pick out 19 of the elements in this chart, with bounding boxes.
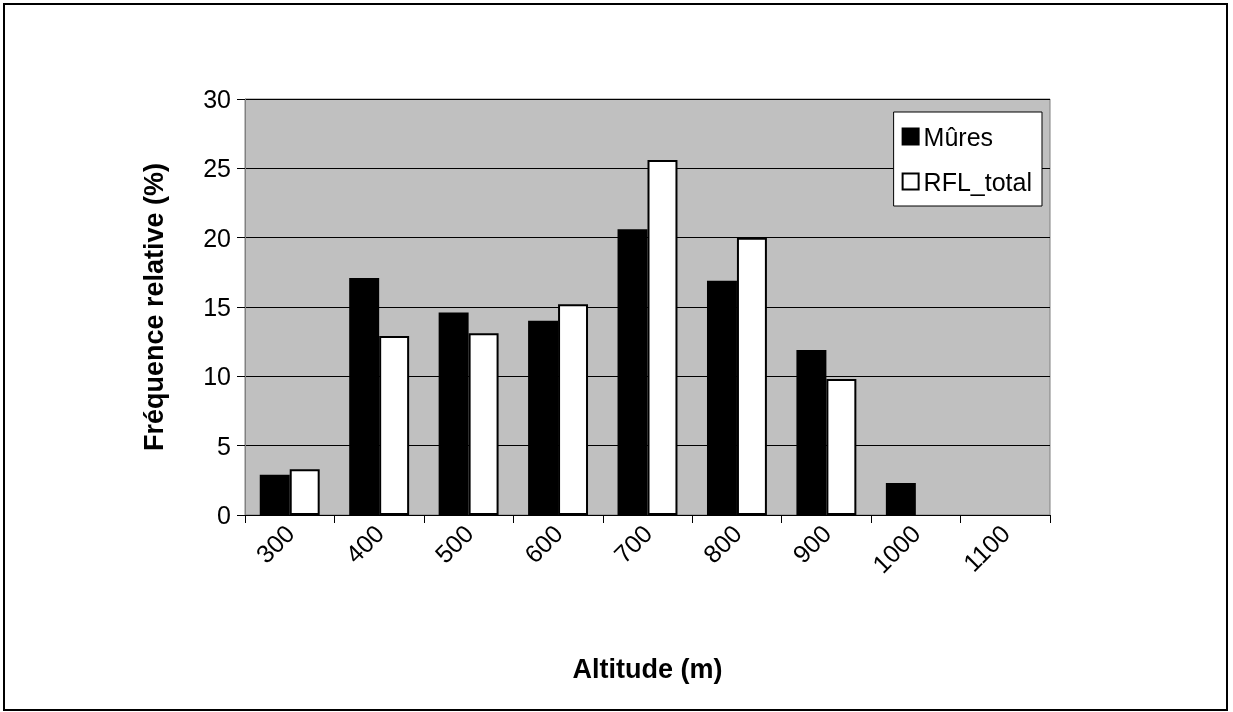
y-tick-label: 5 [217, 431, 231, 460]
x-axis-title: Altitude (m) [572, 653, 723, 684]
y-tick-label: 0 [217, 501, 231, 529]
y-tick-label: 30 [203, 85, 231, 113]
y-tick-label: 15 [203, 293, 231, 321]
y-tick-label: 20 [203, 223, 231, 252]
y-axis-title: Fréquence relative (%) [138, 162, 169, 452]
x-tick-label: 700 [608, 519, 658, 569]
legend-label: Mûres [923, 122, 994, 151]
x-tick-label: 600 [518, 519, 568, 569]
x-tick-label: 400 [339, 519, 390, 569]
legend-label: RFL_total [923, 167, 1032, 196]
x-tick-label: 800 [697, 519, 747, 569]
x-tick-label: 500 [429, 519, 479, 569]
x-tick-label: 900 [787, 519, 837, 569]
x-tick-label: 300 [250, 519, 300, 569]
y-tick-label: 25 [203, 154, 231, 183]
y-tick-label: 10 [203, 362, 231, 391]
bar [885, 483, 916, 515]
